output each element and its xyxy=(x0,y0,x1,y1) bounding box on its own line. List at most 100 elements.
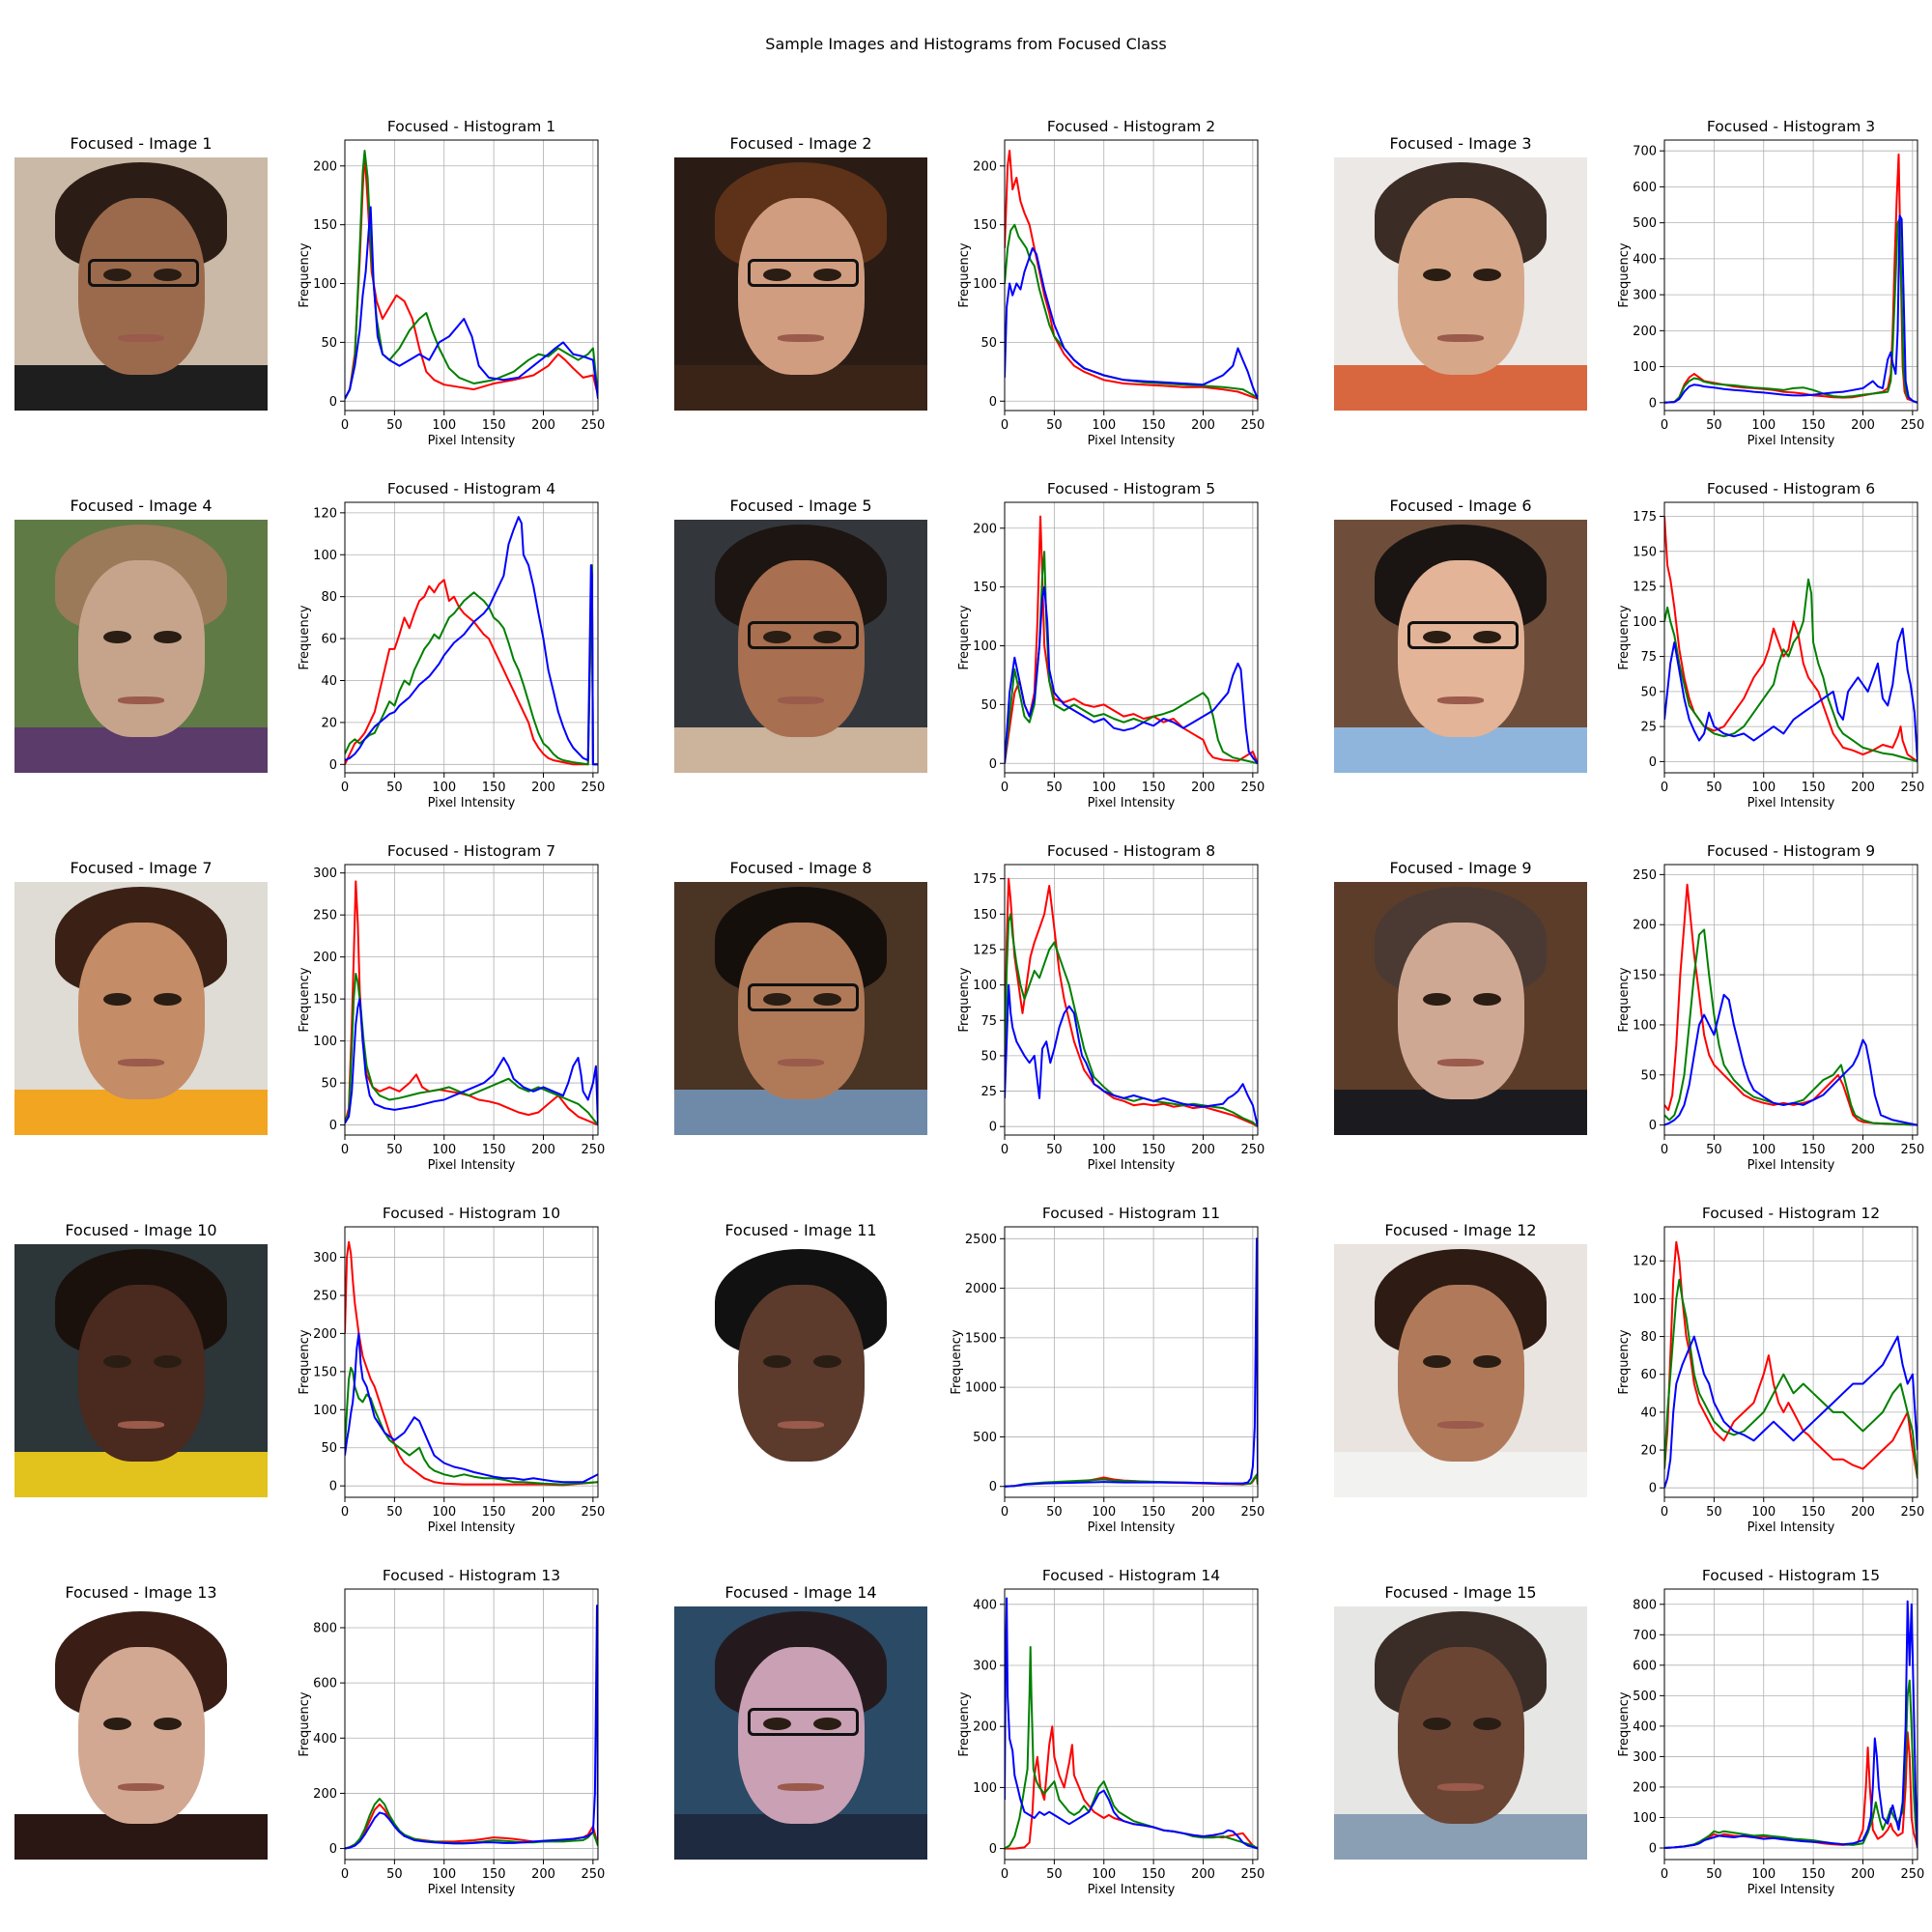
y-tick-label: 50 xyxy=(1640,685,1657,699)
mouth-shape xyxy=(1437,1059,1484,1067)
x-tick-label: 50 xyxy=(386,1143,403,1157)
blue-channel-line xyxy=(1664,993,1918,1126)
eye-shape xyxy=(762,1718,791,1731)
red-channel-line xyxy=(1664,1240,1918,1479)
eye-shape xyxy=(1473,631,1501,644)
y-tick-label: 100 xyxy=(1633,615,1657,630)
histogram-chart: 0 50 100 150 200 250 0 50 100 150 200 250 300 Focused… xyxy=(298,842,605,1173)
x-tick-label: 50 xyxy=(1706,781,1722,795)
face-image-thumbnail xyxy=(674,882,927,1135)
glasses-shape xyxy=(1406,620,1520,649)
image-title: Focused - Image 12 xyxy=(1384,1221,1537,1239)
y-tick-label: 40 xyxy=(1640,1406,1657,1420)
y-tick-label: 25 xyxy=(980,1085,997,1099)
red-channel-line xyxy=(1005,515,1258,764)
y-tick-label: 0 xyxy=(1649,1482,1657,1496)
y-tick-label: 700 xyxy=(1633,145,1657,159)
y-tick-label: 50 xyxy=(980,336,997,351)
x-tick-label: 50 xyxy=(386,781,403,795)
x-tick-label: 50 xyxy=(1046,1143,1063,1157)
face-shape xyxy=(737,1284,865,1463)
axes-frame xyxy=(1663,501,1918,774)
y-axis-label: Frequency xyxy=(298,967,312,1032)
x-axis-label: Pixel Intensity xyxy=(1088,1883,1176,1897)
x-tick-label: 50 xyxy=(1046,1505,1063,1520)
histogram-chart: 0 50 100 150 200 250 0 25 50 75 100 125 150 175 Focuse… xyxy=(1617,480,1924,810)
eye-shape xyxy=(102,269,131,282)
x-tick-label: 100 xyxy=(432,1505,456,1520)
x-tick-label: 0 xyxy=(341,1867,349,1882)
face-image-thumbnail xyxy=(1334,1244,1587,1497)
y-tick-label: 100 xyxy=(313,1404,337,1418)
x-tick-label: 250 xyxy=(1900,1505,1924,1520)
x-tick-label: 0 xyxy=(1001,1143,1009,1157)
x-tick-label: 0 xyxy=(341,781,349,795)
histogram-chart: 0 50 100 150 200 250 0 50 100 150 200 250 300 Focused… xyxy=(298,1205,605,1535)
y-tick-label: 50 xyxy=(321,1077,337,1092)
blue-channel-line xyxy=(1664,1600,1918,1849)
histogram-title: Focused - Histogram 12 xyxy=(1702,1205,1880,1222)
glasses-shape xyxy=(87,258,200,287)
x-tick-label: 0 xyxy=(1001,781,1009,795)
blue-channel-line xyxy=(1664,214,1918,404)
x-tick-label: 200 xyxy=(1191,1867,1215,1882)
x-tick-label: 150 xyxy=(1802,418,1826,433)
x-tick-label: 50 xyxy=(386,1505,403,1520)
y-tick-label: 25 xyxy=(1640,721,1657,735)
x-tick-label: 250 xyxy=(1900,781,1924,795)
y-tick-label: 200 xyxy=(1633,919,1657,933)
y-tick-label: 50 xyxy=(980,698,997,713)
x-tick-label: 250 xyxy=(1240,781,1264,795)
x-tick-label: 100 xyxy=(1751,781,1776,795)
y-tick-label: 125 xyxy=(973,943,997,957)
x-tick-label: 200 xyxy=(1191,781,1215,795)
histogram-chart: 0 50 100 150 200 250 0 50 100 150 200 250 Focused - … xyxy=(1617,842,1924,1173)
red-channel-line xyxy=(1664,153,1918,404)
y-tick-label: 150 xyxy=(973,218,997,233)
y-tick-label: 200 xyxy=(973,159,997,174)
y-tick-label: 300 xyxy=(1633,1750,1657,1765)
green-channel-line xyxy=(345,564,598,766)
y-tick-label: 500 xyxy=(1633,216,1657,231)
y-tick-label: 300 xyxy=(1633,289,1657,303)
x-tick-label: 0 xyxy=(1001,418,1009,433)
y-tick-label: 150 xyxy=(1633,545,1657,559)
eye-shape xyxy=(762,1355,791,1369)
y-tick-label: 2500 xyxy=(965,1233,997,1247)
image-title: Focused - Image 2 xyxy=(729,134,872,153)
glasses-shape xyxy=(747,982,860,1011)
blue-channel-line xyxy=(345,206,598,400)
axes-frame xyxy=(1004,501,1259,774)
mouth-shape xyxy=(118,1783,164,1792)
x-axis-label: Pixel Intensity xyxy=(1088,434,1176,448)
x-tick-label: 150 xyxy=(1802,1867,1826,1882)
x-tick-label: 150 xyxy=(1142,1867,1166,1882)
axes-frame xyxy=(344,501,599,774)
x-tick-label: 250 xyxy=(581,1505,605,1520)
face-image-thumbnail xyxy=(674,1244,927,1497)
eye-shape xyxy=(762,631,791,644)
x-tick-label: 150 xyxy=(1142,1505,1166,1520)
x-tick-label: 0 xyxy=(1661,781,1668,795)
y-tick-label: 200 xyxy=(1633,325,1657,339)
blue-channel-line xyxy=(345,1332,598,1484)
y-tick-label: 2000 xyxy=(965,1282,997,1296)
blue-channel-line xyxy=(1005,585,1258,764)
mouth-shape xyxy=(778,1059,824,1067)
histogram-chart: 0 50 100 150 200 250 0 25 50 75 100 125 150 175 Focuse… xyxy=(957,842,1264,1173)
face-image-thumbnail xyxy=(14,520,268,773)
y-tick-label: 100 xyxy=(973,979,997,993)
face-image-thumbnail xyxy=(14,1244,268,1497)
y-tick-label: 75 xyxy=(1640,650,1657,665)
y-tick-label: 400 xyxy=(1633,252,1657,267)
y-tick-label: 0 xyxy=(1649,755,1657,770)
x-axis-label: Pixel Intensity xyxy=(1088,1520,1176,1535)
x-tick-label: 100 xyxy=(432,418,456,433)
red-channel-line xyxy=(345,1240,598,1487)
image-title: Focused - Image 13 xyxy=(65,1583,217,1602)
y-tick-label: 400 xyxy=(1633,1719,1657,1734)
y-tick-label: 175 xyxy=(973,872,997,887)
y-tick-label: 200 xyxy=(313,1787,337,1802)
x-tick-label: 150 xyxy=(482,781,506,795)
y-tick-label: 100 xyxy=(313,277,337,292)
